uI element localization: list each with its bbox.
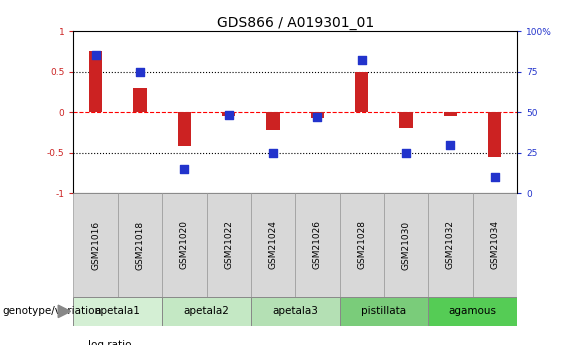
Text: GSM21018: GSM21018 [136,220,145,269]
Bar [384,193,428,297]
Title: GDS866 / A019301_01: GDS866 / A019301_01 [216,16,374,30]
Bar [73,297,162,326]
Point [180,166,189,171]
Text: GSM21034: GSM21034 [490,220,499,269]
Text: agamous: agamous [449,306,497,316]
Text: GSM21024: GSM21024 [268,220,277,269]
Bar [428,297,517,326]
Point [490,174,499,180]
Text: GSM21030: GSM21030 [402,220,411,269]
Bar [473,193,517,297]
Point [446,142,455,147]
Point [224,112,233,118]
Bar [399,112,413,128]
Point [91,52,100,58]
Point [268,150,277,155]
Text: apetala1: apetala1 [95,306,141,316]
Text: GSM21022: GSM21022 [224,220,233,269]
Bar [177,112,191,146]
Point [402,150,411,155]
Bar [89,51,102,112]
Point [313,114,322,120]
Text: GSM21028: GSM21028 [357,220,366,269]
Bar [355,71,368,112]
Text: apetala2: apetala2 [184,306,229,316]
Bar [133,88,147,112]
Text: GSM21020: GSM21020 [180,220,189,269]
Text: log ratio: log ratio [88,340,131,345]
Bar [162,297,251,326]
Point [357,58,366,63]
Text: GSM21016: GSM21016 [91,220,100,269]
Text: GSM21026: GSM21026 [313,220,322,269]
Bar [162,193,207,297]
Text: apetala3: apetala3 [272,306,318,316]
Bar [266,112,280,130]
Bar [251,297,340,326]
Point [136,69,145,74]
Bar [340,297,428,326]
Bar [428,193,473,297]
Bar [251,193,295,297]
Text: GSM21032: GSM21032 [446,220,455,269]
Bar [444,112,457,116]
Text: pistillata: pistillata [362,306,406,316]
Bar [222,112,236,116]
Bar [311,112,324,118]
Bar [488,112,502,157]
Bar [340,193,384,297]
Bar [73,193,118,297]
Text: genotype/variation: genotype/variation [3,306,102,316]
Bar [118,193,162,297]
Text: ■: ■ [76,342,88,345]
Bar [295,193,340,297]
Bar [207,193,251,297]
